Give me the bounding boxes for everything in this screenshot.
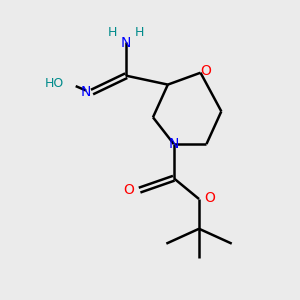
Text: H: H [135, 26, 144, 39]
Text: N: N [169, 137, 179, 151]
Text: HO: HO [45, 76, 64, 90]
Text: N: N [121, 36, 131, 50]
Text: O: O [200, 64, 211, 78]
Text: N: N [80, 85, 91, 99]
Text: H: H [108, 26, 118, 39]
Text: O: O [204, 190, 215, 205]
Text: O: O [123, 183, 134, 197]
